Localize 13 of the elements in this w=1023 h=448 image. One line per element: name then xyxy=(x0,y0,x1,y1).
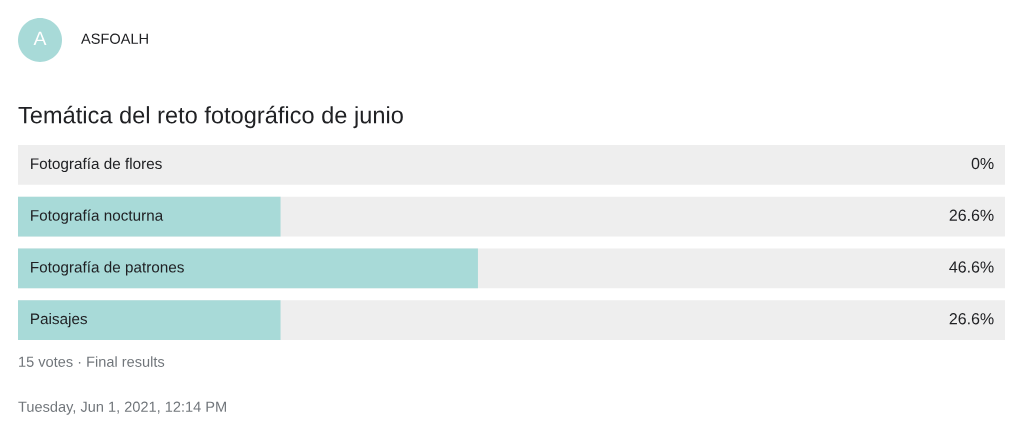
text: A xyxy=(33,31,47,46)
y-tick-label: Fotografía nocturna xyxy=(31,209,164,224)
data-label: 26.6% xyxy=(949,313,994,325)
data-label: 46.6% xyxy=(949,261,994,273)
y-tick-label: Paisajes xyxy=(31,313,88,328)
text: ASFOALH xyxy=(81,33,148,44)
text: Tuesday, Jun 1, 2021, 12:14 PM xyxy=(18,401,226,415)
data-label: 26.6% xyxy=(949,209,994,221)
chart-title: Temática del reto fotográfico de junio xyxy=(18,105,403,129)
y-tick-label: Fotografía de patrones xyxy=(31,261,184,276)
text: 15 votes · Final results xyxy=(19,356,165,367)
data-label: 0% xyxy=(971,157,994,170)
y-tick-label: Fotografía de flores xyxy=(31,157,162,173)
